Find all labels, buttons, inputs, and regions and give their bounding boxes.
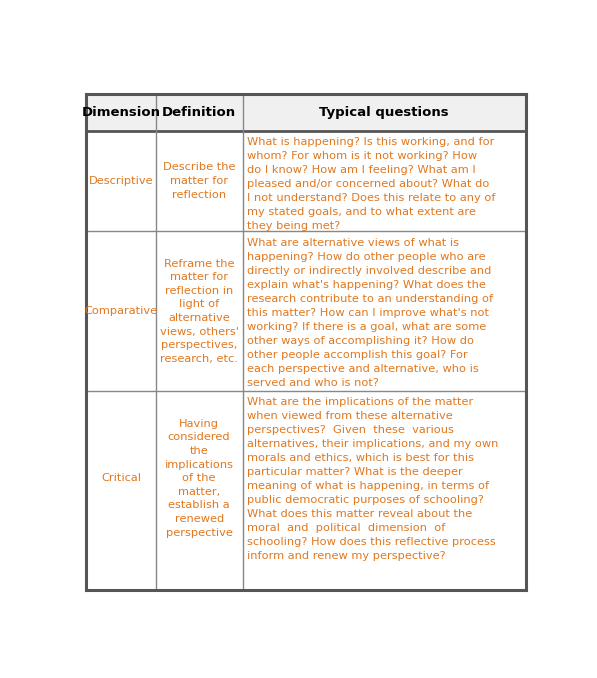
Text: Descriptive: Descriptive [88, 176, 153, 186]
Text: What are alternative views of what is
happening? How do other people who are
dir: What are alternative views of what is ha… [247, 237, 493, 388]
Text: What is happening? Is this working, and for
whom? For whom is it not working? Ho: What is happening? Is this working, and … [247, 137, 496, 231]
Text: Reframe the
matter for
reflection in
light of
alternative
views, others'
perspec: Reframe the matter for reflection in lig… [159, 258, 239, 363]
Text: Having
considered
the
implications
of the
matter,
establish a
renewed
perspectiv: Having considered the implications of th… [165, 419, 233, 538]
Text: Typical questions: Typical questions [319, 106, 449, 119]
Text: Dimension: Dimension [81, 106, 161, 119]
Text: Comparative: Comparative [84, 306, 158, 316]
Text: What are the implications of the matter
when viewed from these alternative
persp: What are the implications of the matter … [247, 397, 498, 561]
Text: Critical: Critical [101, 473, 141, 483]
Text: Describe the
matter for
reflection: Describe the matter for reflection [163, 162, 235, 199]
Bar [86, 94, 526, 131]
Text: Definition: Definition [162, 106, 236, 119]
